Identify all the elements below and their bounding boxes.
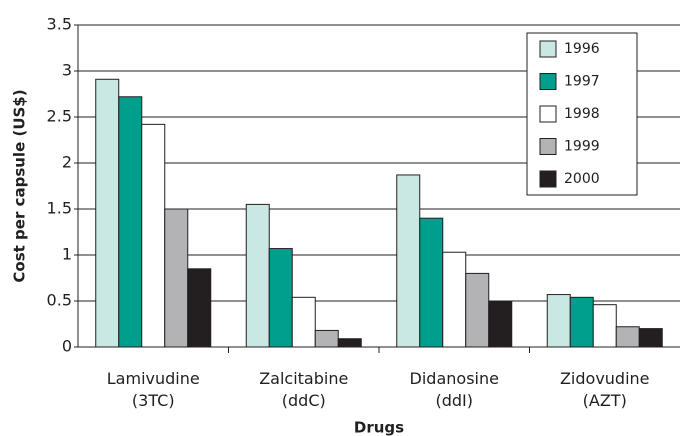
legend-label: 1997 xyxy=(564,74,600,90)
y-tick-label: 3.5 xyxy=(47,15,72,34)
legend-swatch xyxy=(539,138,557,155)
legend-swatch xyxy=(539,40,557,58)
y-tick-label: 2.5 xyxy=(47,107,72,126)
y-tick-label: 1.5 xyxy=(47,199,72,218)
bar xyxy=(187,268,212,348)
x-tick-label: Zidovudine (AZT) xyxy=(560,369,650,410)
y-tick-label: 0.5 xyxy=(47,291,72,310)
bar xyxy=(118,96,143,348)
y-tick-label: 2 xyxy=(62,153,72,172)
bar xyxy=(615,326,640,348)
bar xyxy=(442,251,467,348)
bar xyxy=(95,78,120,348)
bar xyxy=(419,217,444,348)
bar xyxy=(141,123,166,348)
legend-label: 1998 xyxy=(564,106,600,122)
bar xyxy=(488,301,513,348)
legend-swatch xyxy=(539,170,557,188)
bar xyxy=(396,174,421,348)
x-tick-label: Lamivudine (3TC) xyxy=(107,369,200,410)
bar xyxy=(638,328,663,348)
bar xyxy=(314,329,339,348)
legend-label: 1999 xyxy=(564,139,600,155)
bar xyxy=(546,294,571,348)
legend-label: 2000 xyxy=(564,171,600,187)
bar xyxy=(245,203,270,348)
y-tick-label: 3 xyxy=(62,61,72,80)
bar xyxy=(337,338,362,348)
bar xyxy=(465,272,490,348)
bar xyxy=(268,248,293,348)
bar xyxy=(592,304,617,348)
bar xyxy=(291,296,316,348)
bar xyxy=(164,208,189,348)
legend-label: 1996 xyxy=(564,41,600,57)
legend-swatch xyxy=(539,73,557,90)
y-tick-label: 1 xyxy=(62,245,72,264)
x-tick-label: Didanosine (ddI) xyxy=(410,369,499,410)
y-tick-label: 0 xyxy=(62,337,72,356)
bar xyxy=(569,296,594,348)
y-axis-title: Cost per capsule (US$) xyxy=(11,89,29,282)
legend-swatch xyxy=(539,105,557,123)
x-axis-title: Drugs xyxy=(354,419,404,436)
x-tick-label: Zalcitabine (ddC) xyxy=(259,369,348,410)
